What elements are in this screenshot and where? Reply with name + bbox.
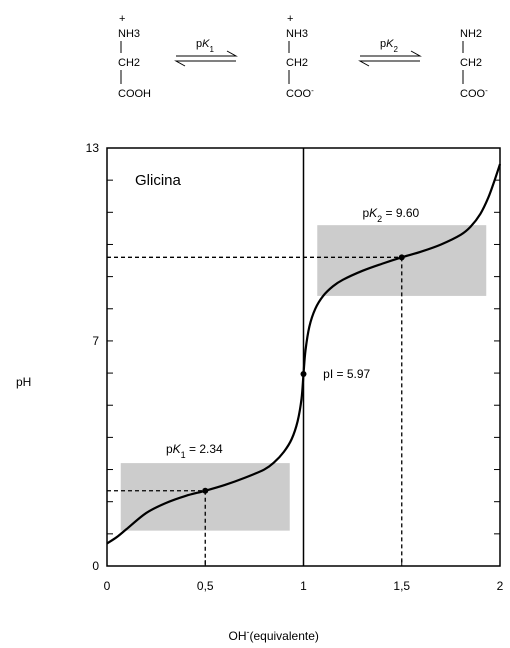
reverse-arrow bbox=[174, 60, 236, 67]
reaction-scheme: + NH3 CH2 COOH + NH3 CH2 COO- NH2 CH2 COO-pK1 pK2 bbox=[118, 13, 488, 100]
chart-title: Glicina bbox=[135, 172, 182, 189]
amino-group: NH3 bbox=[118, 28, 140, 40]
carboxyl-group: COO- bbox=[286, 86, 314, 101]
x-axis-label: OH-(equivalente) bbox=[229, 627, 319, 643]
titration-chart: 0 7 13 0 0,5 1 1,5 2 Glicina pK1 = 2.34 pK2 = 9… bbox=[16, 141, 504, 643]
axis-ticks: 0 7 13 0 0,5 1 1,5 2 bbox=[86, 141, 504, 593]
forward-arrow bbox=[360, 50, 422, 57]
pk1-annotation: pK1 = 2.34 bbox=[166, 442, 223, 460]
marked-point-3 bbox=[398, 254, 405, 261]
y-tick-label: 13 bbox=[86, 141, 100, 155]
titration-curve bbox=[106, 163, 502, 545]
y-axis-label: pH bbox=[16, 375, 31, 389]
methylene-group: CH2 bbox=[286, 57, 308, 69]
marked-points bbox=[202, 254, 405, 494]
reverse-arrow bbox=[358, 60, 420, 67]
species-3: NH2 CH2 COO- bbox=[460, 28, 488, 100]
amino-group: NH3 bbox=[286, 28, 308, 40]
equilibrium-label: pK2 bbox=[380, 38, 398, 54]
x-tick-label: 0,5 bbox=[197, 579, 214, 593]
x-tick-label: 1 bbox=[300, 579, 307, 593]
marked-point-2 bbox=[300, 371, 307, 378]
species-1: + NH3 CH2 COOH bbox=[118, 13, 151, 100]
equilibrium-label: pK1 bbox=[196, 38, 214, 54]
forward-arrow bbox=[176, 50, 238, 57]
charge-top: + bbox=[119, 13, 125, 25]
carboxyl-group: COOH bbox=[118, 88, 151, 100]
methylene-group: CH2 bbox=[118, 57, 140, 69]
methylene-group: CH2 bbox=[460, 57, 482, 69]
amino-group: NH2 bbox=[460, 28, 482, 40]
carboxyl-group: COO- bbox=[460, 86, 488, 101]
marked-point-1 bbox=[202, 487, 209, 494]
charge-top: + bbox=[287, 13, 293, 25]
x-tick-label: 1,5 bbox=[393, 579, 410, 593]
y-tick-label: 7 bbox=[92, 334, 99, 348]
y-tick-label: 0 bbox=[92, 559, 99, 573]
pi-annotation: pI = 5.97 bbox=[323, 367, 370, 381]
x-tick-label: 2 bbox=[497, 579, 504, 593]
equilibrium-1: pK1 bbox=[174, 38, 238, 67]
x-tick-label: 0 bbox=[104, 579, 111, 593]
species-2: + NH3 CH2 COO- bbox=[286, 13, 314, 100]
guide-lines bbox=[107, 256, 403, 566]
equilibrium-2: pK2 bbox=[358, 38, 422, 67]
pk2-annotation: pK2 = 9.60 bbox=[362, 206, 419, 224]
